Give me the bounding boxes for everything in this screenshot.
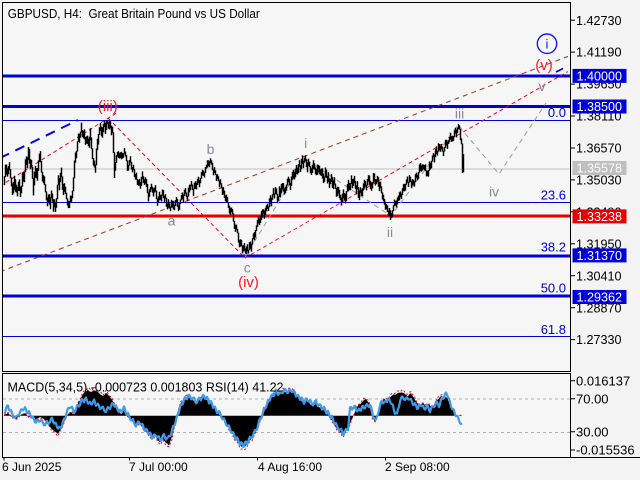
svg-text:0.016137: 0.016137 <box>576 373 630 388</box>
svg-text:1.42730: 1.42730 <box>576 13 622 28</box>
svg-text:MACD(5,34,5) -0.000723 0.00180: MACD(5,34,5) -0.000723 0.001803 RSI(14) … <box>8 380 284 395</box>
svg-text:1.33238: 1.33238 <box>577 209 623 224</box>
svg-text:70.00: 70.00 <box>576 391 609 406</box>
svg-text:1.40000: 1.40000 <box>577 69 623 84</box>
svg-text:(v): (v) <box>535 57 553 74</box>
svg-text:1.30410: 1.30410 <box>576 268 622 283</box>
svg-text:v: v <box>539 78 546 94</box>
svg-text:2 Sep 08:00: 2 Sep 08:00 <box>385 460 450 474</box>
svg-text:-0.015536: -0.015536 <box>576 443 635 458</box>
svg-text:0.0: 0.0 <box>548 105 566 120</box>
svg-text:1.31950: 1.31950 <box>576 236 622 251</box>
svg-text:a: a <box>168 213 176 229</box>
svg-text:6 Jun 2025: 6 Jun 2025 <box>2 460 62 474</box>
svg-text:1.36570: 1.36570 <box>576 141 622 156</box>
svg-text:(iii): (iii) <box>98 98 118 115</box>
svg-text:1.35578: 1.35578 <box>577 161 623 176</box>
svg-text:1.27330: 1.27330 <box>576 332 622 347</box>
svg-text:i: i <box>304 135 307 151</box>
svg-text:(iv): (iv) <box>238 274 259 291</box>
svg-text:c: c <box>244 260 251 276</box>
svg-text:61.8: 61.8 <box>541 322 566 337</box>
svg-text:i: i <box>546 37 549 52</box>
svg-text:38.2: 38.2 <box>541 240 566 255</box>
svg-text:4 Aug 16:00: 4 Aug 16:00 <box>258 460 322 474</box>
svg-text:7 Jul 00:00: 7 Jul 00:00 <box>129 460 188 474</box>
svg-text:30.00: 30.00 <box>576 424 609 439</box>
svg-text:1.31370: 1.31370 <box>577 248 623 263</box>
svg-text:ii: ii <box>387 224 393 240</box>
svg-text:50.0: 50.0 <box>541 281 566 296</box>
svg-text:1.35030: 1.35030 <box>576 173 622 188</box>
svg-text:iii: iii <box>455 106 464 122</box>
svg-text:23.6: 23.6 <box>541 188 566 203</box>
svg-text:1.29362: 1.29362 <box>577 290 623 305</box>
svg-text:1.28870: 1.28870 <box>576 300 622 315</box>
svg-text:iv: iv <box>489 184 499 200</box>
svg-text:GBPUSD, H4: Great Britain Pou: GBPUSD, H4: Great Britain Pound vs US Do… <box>8 6 261 21</box>
svg-text:b: b <box>207 141 215 157</box>
svg-text:1.41190: 1.41190 <box>576 45 622 60</box>
svg-text:1.38500: 1.38500 <box>577 99 623 114</box>
